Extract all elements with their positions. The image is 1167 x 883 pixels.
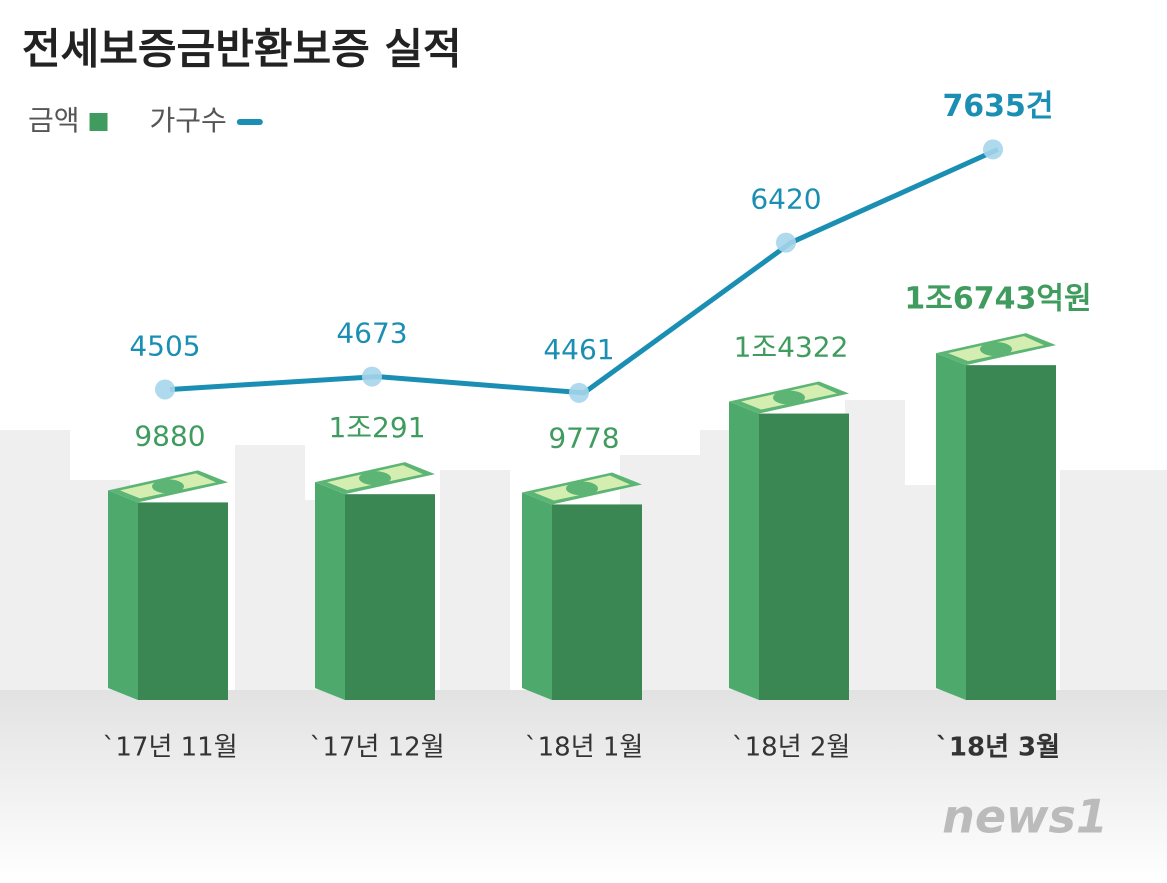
value-label: 9880 <box>134 419 205 452</box>
bar-side <box>936 353 966 700</box>
bar-side <box>108 490 138 700</box>
bar <box>345 494 435 700</box>
bar <box>552 504 642 700</box>
bar <box>966 365 1056 700</box>
legend-swatch <box>89 113 108 131</box>
bill-seal <box>152 479 184 494</box>
bill-seal <box>980 342 1012 357</box>
value-label: 4673 <box>336 317 407 350</box>
value-label: 4461 <box>543 333 614 366</box>
bar <box>759 413 849 700</box>
value-label: 1조6743억원 <box>904 282 1091 317</box>
bar-side <box>522 492 552 700</box>
bar <box>138 502 228 700</box>
bar-side <box>315 482 345 700</box>
value-label: 9778 <box>548 421 619 454</box>
x-tick-label: `18년 2월 <box>732 733 851 763</box>
legend-swatch <box>236 119 263 125</box>
legend: 금액 가구수 <box>28 104 263 137</box>
bill-seal <box>359 471 391 486</box>
logo: news1 <box>942 790 1108 844</box>
x-tick-label: `17년 12월 <box>309 733 444 763</box>
point <box>362 366 382 387</box>
x-tick-label: `17년 11월 <box>102 733 237 763</box>
bill-seal <box>773 390 805 405</box>
chart-title: 전세보증금반환보증 실적 <box>22 25 462 74</box>
bar-side <box>729 401 759 700</box>
ground <box>0 690 1167 883</box>
value-label: 7635건 <box>942 89 1053 124</box>
bill-seal <box>566 481 598 496</box>
value-label: 4505 <box>129 329 200 362</box>
value-label: 6420 <box>750 183 821 216</box>
value-label: 1조4322 <box>734 331 849 364</box>
x-tick-label: `18년 3월 <box>936 733 1060 763</box>
point <box>983 139 1003 160</box>
point <box>569 382 589 403</box>
legend-label: 금액 <box>28 104 80 137</box>
x-tick-label: `18년 1월 <box>525 733 644 763</box>
legend-label: 가구수 <box>150 104 227 137</box>
point <box>776 232 796 253</box>
point <box>155 379 175 400</box>
value-label: 1조291 <box>328 411 425 444</box>
